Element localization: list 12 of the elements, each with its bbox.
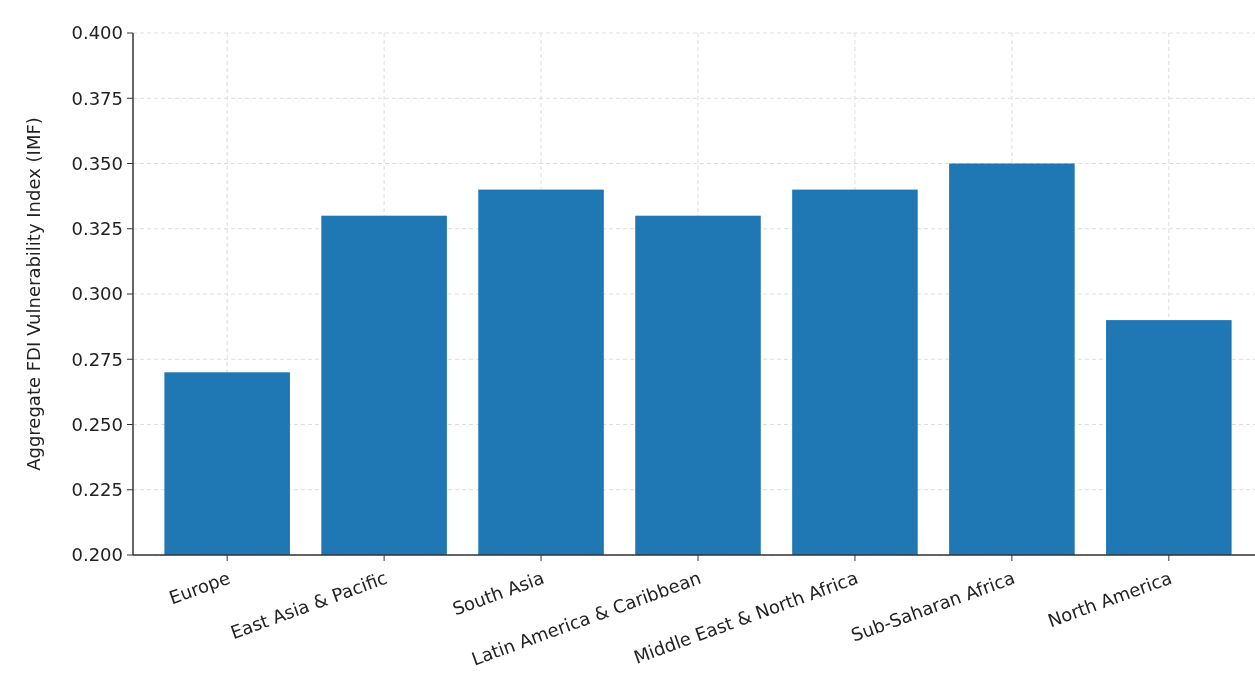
- y-tick-label: 0.375: [71, 87, 123, 109]
- x-tick-label: Europe: [166, 566, 233, 609]
- y-tick-label: 0.250: [71, 413, 123, 435]
- y-tick-label: 0.400: [71, 22, 123, 44]
- y-tick-label: 0.300: [71, 283, 123, 305]
- y-tick-label: 0.200: [71, 544, 123, 566]
- y-tick-label: 0.275: [71, 348, 123, 370]
- y-tick-label: 0.350: [71, 152, 123, 174]
- x-tick-label: South Asia: [449, 566, 547, 620]
- y-axis-title: Aggregate FDI Vulnerability Index (IMF): [23, 117, 44, 471]
- y-tick-label: 0.225: [71, 479, 123, 501]
- y-tick-label: 0.325: [71, 218, 123, 240]
